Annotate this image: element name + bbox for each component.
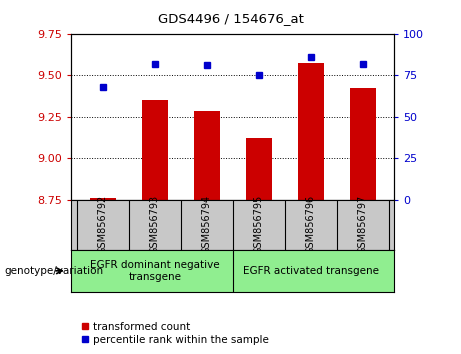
Text: GDS4496 / 154676_at: GDS4496 / 154676_at bbox=[158, 12, 303, 25]
Bar bbox=[298, 63, 324, 200]
Bar bbox=[194, 112, 220, 200]
Legend: transformed count, percentile rank within the sample: transformed count, percentile rank withi… bbox=[77, 317, 273, 349]
Text: GSM856796: GSM856796 bbox=[306, 195, 316, 255]
Text: genotype/variation: genotype/variation bbox=[5, 266, 104, 276]
Text: GSM856795: GSM856795 bbox=[254, 195, 264, 255]
Text: GSM856797: GSM856797 bbox=[358, 195, 368, 255]
Text: GSM856794: GSM856794 bbox=[202, 195, 212, 255]
Text: EGFR activated transgene: EGFR activated transgene bbox=[243, 266, 379, 276]
Bar bbox=[246, 138, 272, 200]
Text: GSM856793: GSM856793 bbox=[150, 195, 160, 255]
Bar bbox=[350, 88, 376, 200]
Bar bbox=[142, 100, 168, 200]
Bar bbox=[90, 198, 116, 200]
Text: GSM856792: GSM856792 bbox=[98, 195, 108, 255]
Text: EGFR dominant negative
transgene: EGFR dominant negative transgene bbox=[90, 259, 219, 282]
